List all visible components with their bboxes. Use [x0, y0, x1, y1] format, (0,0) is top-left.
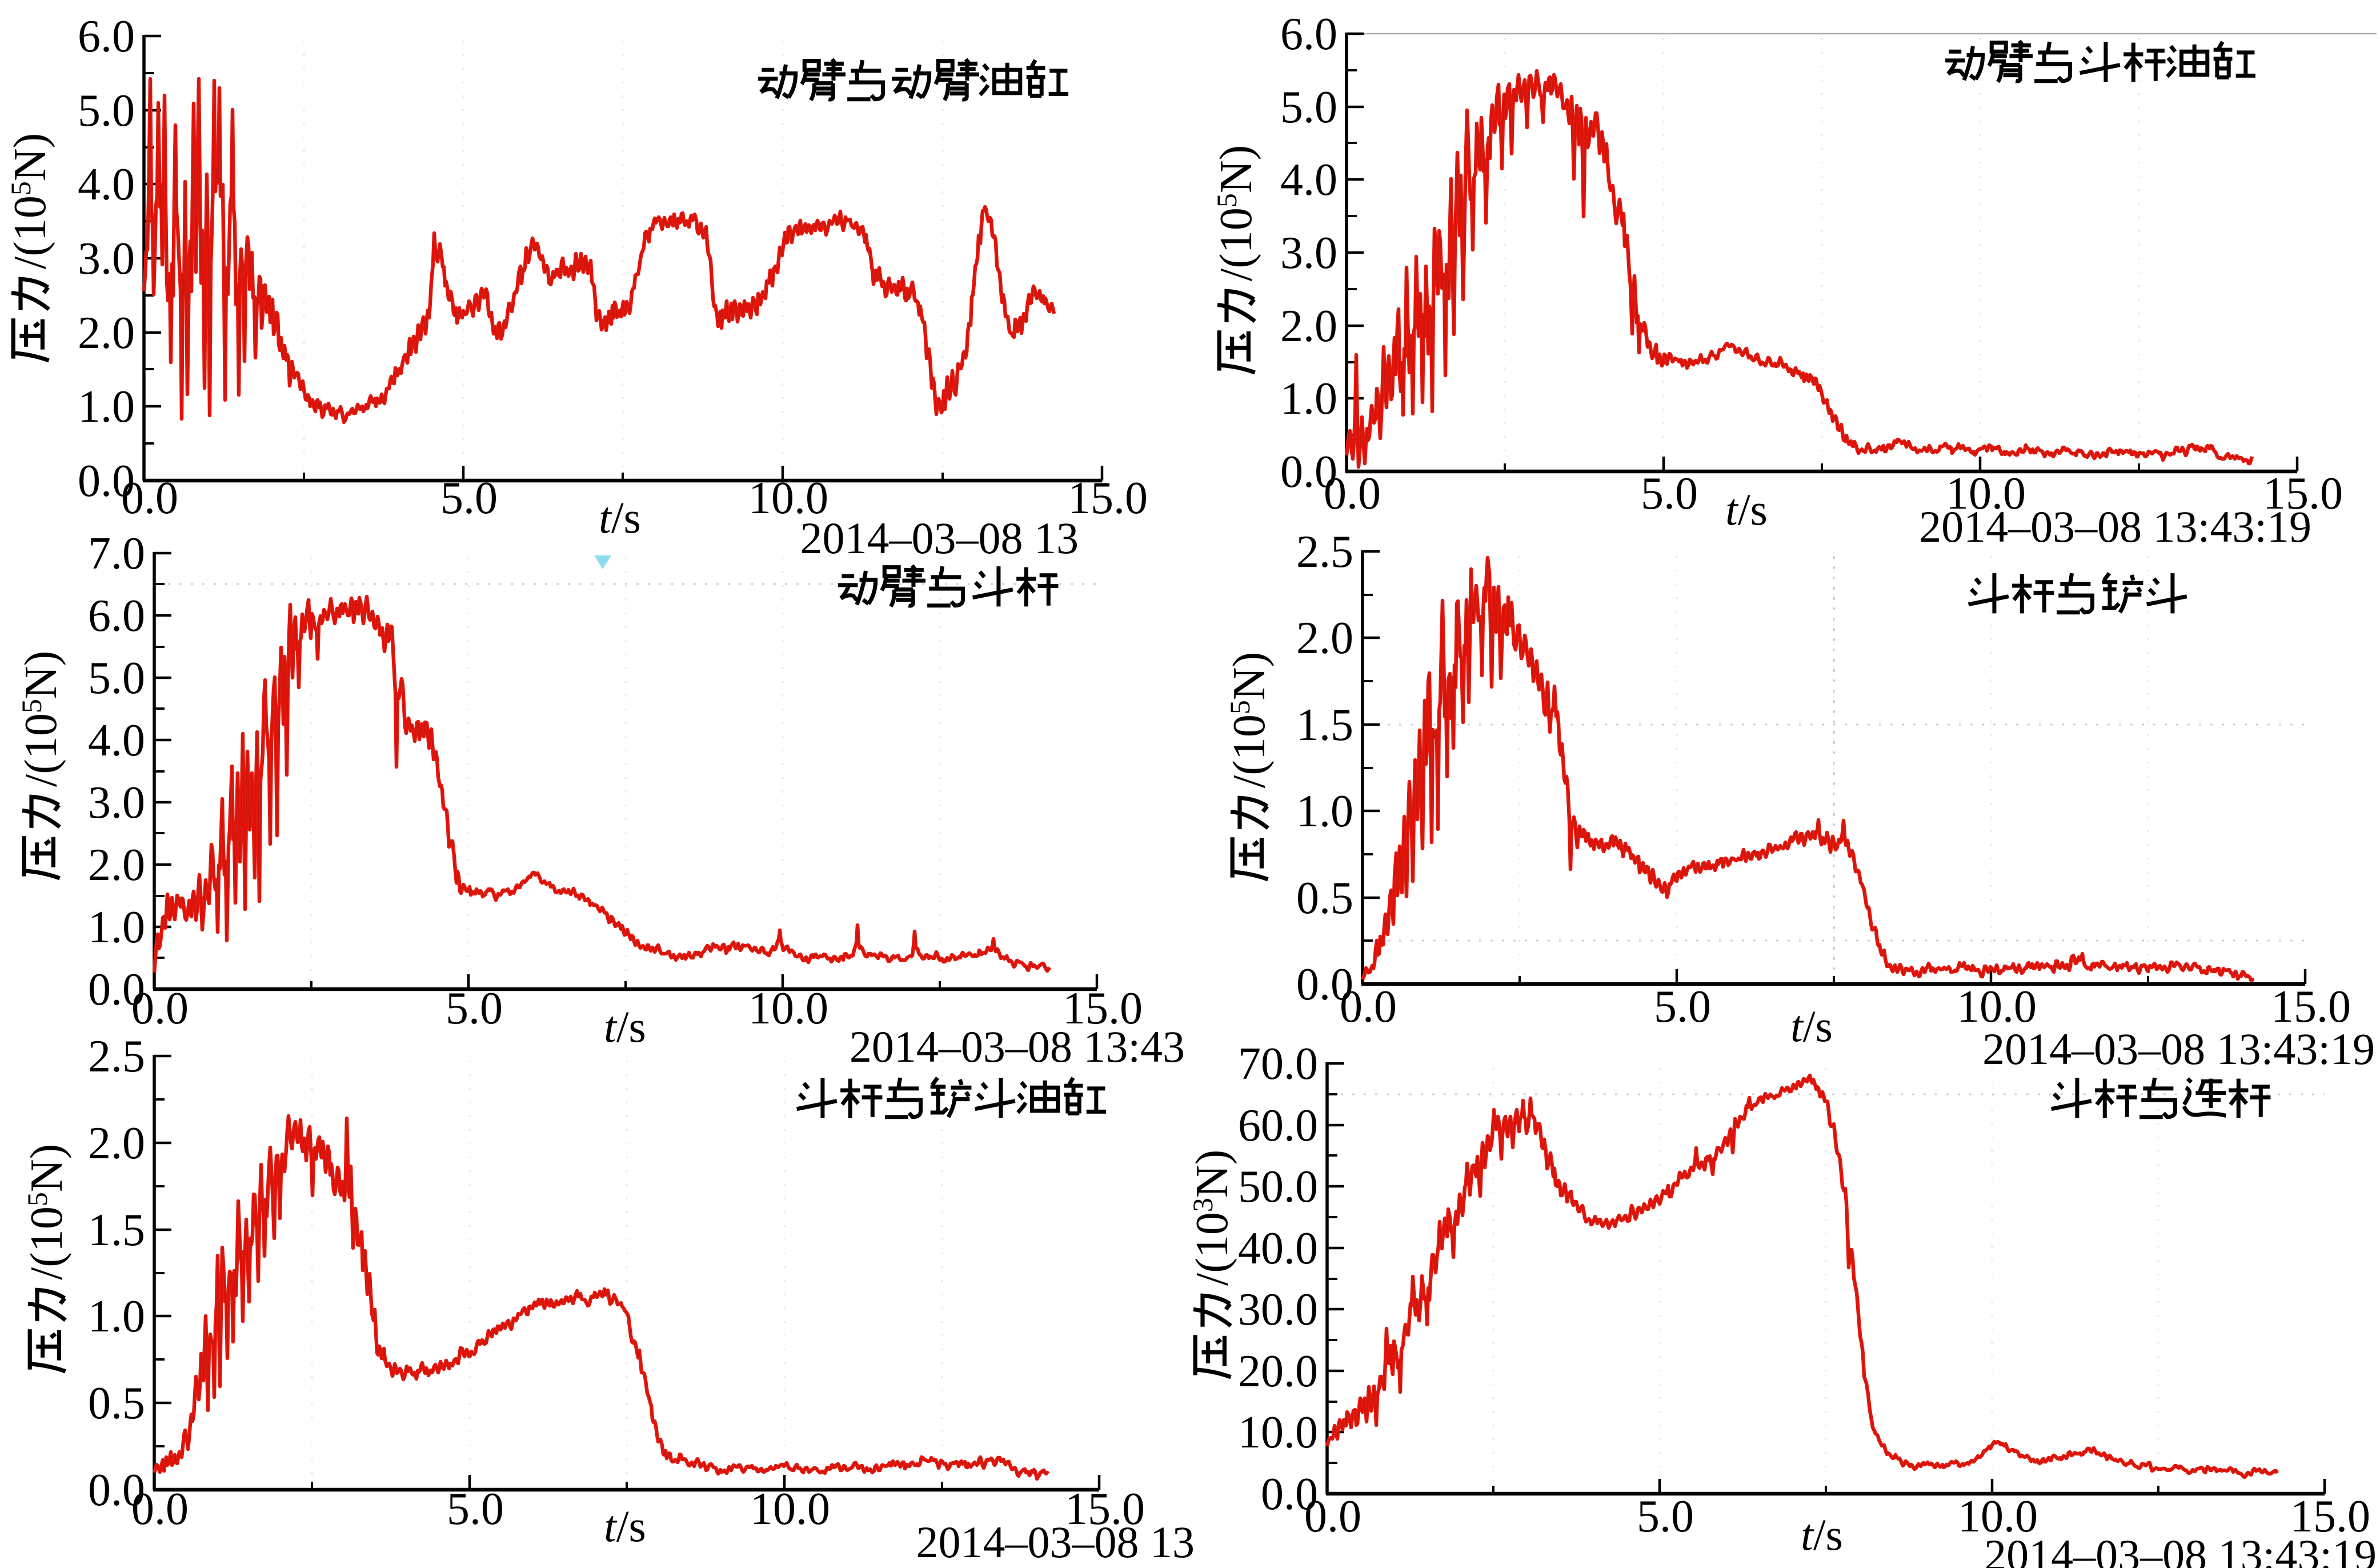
- svg-text:5.0: 5.0: [78, 86, 135, 136]
- svg-text:/(105N): /(105N): [21, 1144, 72, 1280]
- svg-text:1.0: 1.0: [1280, 374, 1337, 424]
- svg-text:10.0: 10.0: [750, 1484, 830, 1534]
- svg-text:/(105N): /(105N): [5, 133, 55, 269]
- svg-text:0.0: 0.0: [88, 965, 145, 1015]
- svg-text:15.0: 15.0: [1065, 1484, 1145, 1534]
- svg-text:0.0: 0.0: [121, 473, 178, 523]
- svg-text:0.0: 0.0: [1296, 959, 1353, 1010]
- svg-text:t/s: t/s: [599, 493, 641, 542]
- svg-text:10.0: 10.0: [1957, 982, 2037, 1032]
- svg-text:0.0: 0.0: [1304, 1491, 1361, 1542]
- svg-text:0.5: 0.5: [88, 1378, 145, 1429]
- svg-text:0.0: 0.0: [1280, 447, 1337, 497]
- svg-text:2014–03–08 13: 2014–03–08 13: [916, 1517, 1195, 1567]
- svg-text:2014–03–08 13:43:19: 2014–03–08 13:43:19: [1982, 1024, 2375, 1074]
- svg-text:/(105N): /(105N): [1211, 145, 1261, 281]
- svg-text:t/s: t/s: [1790, 1001, 1833, 1051]
- svg-text:t/s: t/s: [604, 1501, 646, 1551]
- svg-text:2.5: 2.5: [1296, 527, 1353, 577]
- svg-text:t/s: t/s: [604, 1002, 646, 1051]
- svg-text:2014–03–08 13:43:19: 2014–03–08 13:43:19: [1984, 1530, 2377, 1568]
- svg-text:2.0: 2.0: [88, 840, 145, 890]
- svg-text:3.0: 3.0: [88, 778, 145, 828]
- svg-text:2.0: 2.0: [1280, 301, 1337, 351]
- svg-text:10.0: 10.0: [748, 473, 828, 523]
- svg-text:10.0: 10.0: [1946, 469, 2026, 519]
- svg-text:/(103N): /(103N): [1187, 1150, 1237, 1286]
- svg-text:10.0: 10.0: [748, 983, 828, 1034]
- svg-text:/(105N): /(105N): [15, 651, 66, 787]
- svg-text:5.0: 5.0: [1280, 82, 1337, 133]
- svg-text:7.0: 7.0: [88, 529, 145, 579]
- svg-text:3.0: 3.0: [78, 234, 135, 284]
- svg-text:5.0: 5.0: [446, 983, 503, 1034]
- svg-text:2014–03–08 13:43:19: 2014–03–08 13:43:19: [1919, 502, 2311, 551]
- svg-text:15.0: 15.0: [2263, 469, 2343, 519]
- svg-text:2.0: 2.0: [1296, 613, 1353, 663]
- svg-text:15.0: 15.0: [1063, 983, 1143, 1034]
- svg-text:0.0: 0.0: [1261, 1469, 1318, 1519]
- svg-text:70.0: 70.0: [1238, 1039, 1318, 1089]
- svg-text:2.0: 2.0: [88, 1118, 145, 1169]
- svg-text:4.0: 4.0: [1280, 155, 1337, 205]
- svg-text:60.0: 60.0: [1238, 1101, 1318, 1151]
- svg-text:0.0: 0.0: [131, 983, 189, 1034]
- svg-text:1.5: 1.5: [1296, 700, 1353, 750]
- svg-text:0.0: 0.0: [1340, 982, 1397, 1032]
- svg-text:5.0: 5.0: [1637, 1491, 1694, 1542]
- svg-text:5.0: 5.0: [1654, 982, 1711, 1032]
- svg-text:5.0: 5.0: [1641, 469, 1698, 519]
- svg-text:1.0: 1.0: [88, 1291, 145, 1342]
- svg-text:5.0: 5.0: [440, 473, 498, 523]
- svg-text:2.5: 2.5: [88, 1031, 145, 1082]
- svg-text:5.0: 5.0: [88, 653, 145, 703]
- svg-text:15.0: 15.0: [2271, 982, 2351, 1032]
- svg-text:0.0: 0.0: [78, 456, 135, 506]
- svg-text:3.0: 3.0: [1280, 228, 1337, 278]
- svg-text:5.0: 5.0: [447, 1484, 504, 1534]
- svg-text:15.0: 15.0: [2290, 1491, 2370, 1542]
- svg-text:6.0: 6.0: [1280, 9, 1337, 59]
- svg-text:2014–03–08 13:43: 2014–03–08 13:43: [850, 1022, 1185, 1071]
- svg-text:40.0: 40.0: [1238, 1223, 1318, 1274]
- svg-text:6.0: 6.0: [78, 11, 135, 62]
- svg-text:1.5: 1.5: [88, 1205, 145, 1255]
- svg-text:0.0: 0.0: [131, 1484, 189, 1534]
- svg-text:30.0: 30.0: [1238, 1285, 1318, 1335]
- svg-text:t/s: t/s: [1725, 485, 1768, 534]
- svg-text:0.0: 0.0: [88, 1465, 145, 1515]
- svg-text:4.0: 4.0: [88, 715, 145, 766]
- svg-text:0.5: 0.5: [1296, 873, 1353, 923]
- svg-text:t/s: t/s: [1801, 1510, 1843, 1559]
- svg-text:/(105N): /(105N): [1224, 652, 1275, 788]
- svg-text:10.0: 10.0: [1958, 1491, 2038, 1542]
- svg-text:50.0: 50.0: [1238, 1162, 1318, 1212]
- svg-text:1.0: 1.0: [78, 382, 135, 432]
- svg-text:4.0: 4.0: [78, 159, 135, 210]
- svg-text:15.0: 15.0: [1068, 473, 1148, 523]
- svg-text:2.0: 2.0: [78, 308, 135, 358]
- svg-text:2014–03–08 13: 2014–03–08 13: [800, 513, 1079, 563]
- svg-text:1.0: 1.0: [1296, 786, 1353, 837]
- svg-text:20.0: 20.0: [1238, 1346, 1318, 1397]
- svg-text:10.0: 10.0: [1238, 1407, 1318, 1458]
- svg-text:6.0: 6.0: [88, 591, 145, 641]
- svg-text:1.0: 1.0: [88, 902, 145, 953]
- svg-text:0.0: 0.0: [1324, 469, 1381, 519]
